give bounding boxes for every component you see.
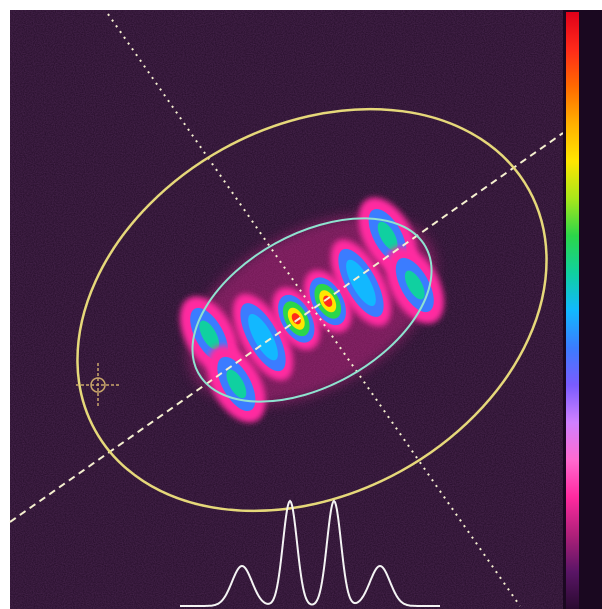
middle-lobe-right xyxy=(330,239,392,327)
minor-axis-line xyxy=(107,13,521,607)
inner-lobe-right xyxy=(303,269,352,333)
intensity-profile-curve xyxy=(180,499,440,607)
middle-lobe-left xyxy=(232,293,294,381)
outer-lobe-right xyxy=(358,197,445,324)
color-scale-bar[interactable] xyxy=(566,12,579,609)
crosshair-icon[interactable] xyxy=(76,363,120,407)
beam-pattern xyxy=(179,197,445,423)
fit-ellipse[interactable] xyxy=(161,181,462,440)
major-axis-line xyxy=(9,132,564,523)
major-ellipse[interactable] xyxy=(6,29,602,591)
